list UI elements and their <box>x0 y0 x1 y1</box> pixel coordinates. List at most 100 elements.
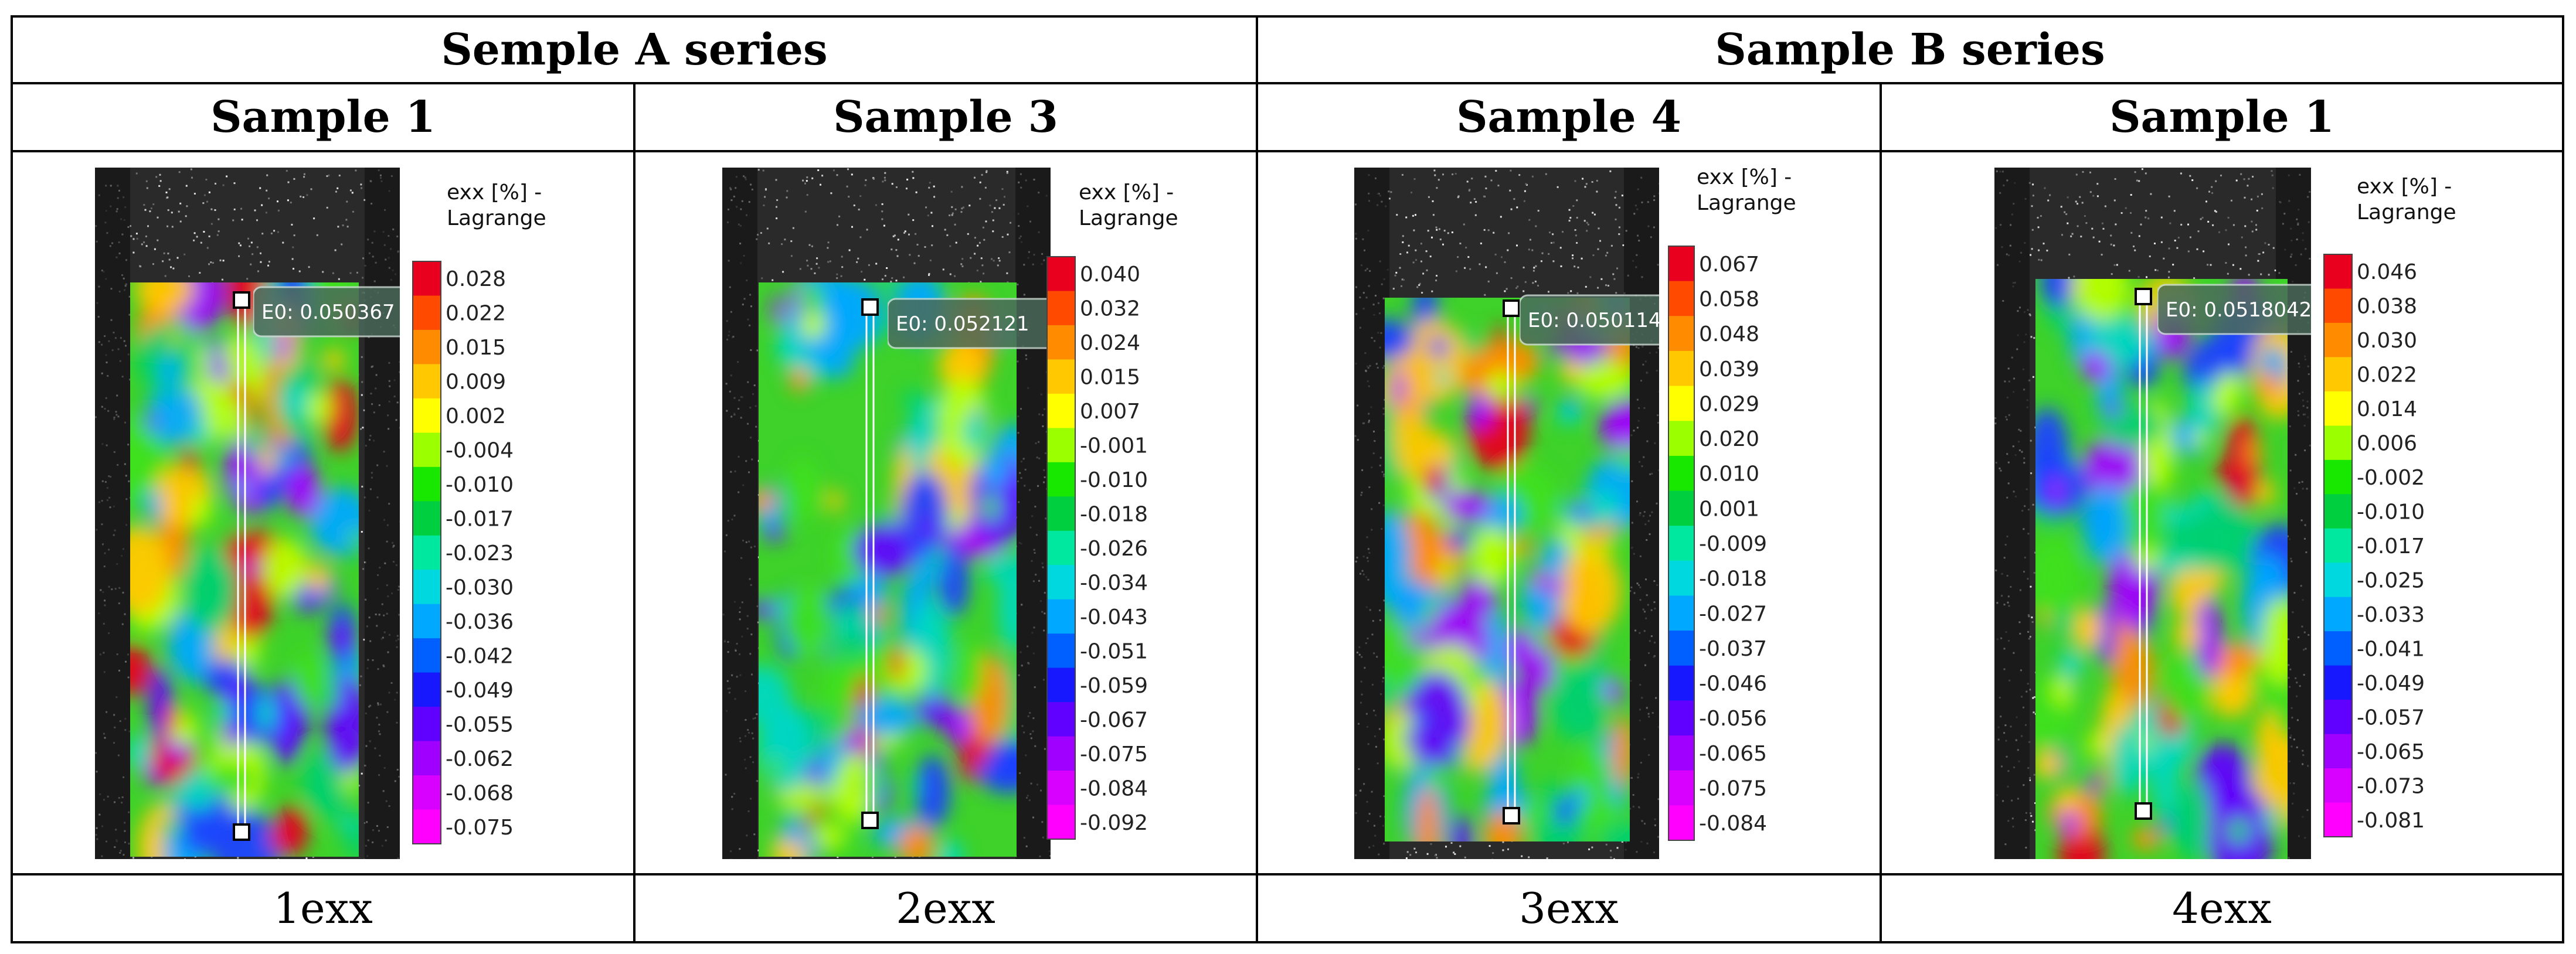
colorbar-swatch <box>2324 768 2352 803</box>
colorbar-tick-label: -0.084 <box>1699 812 1767 836</box>
colorbar-swatch <box>1047 428 1075 463</box>
colorbar-swatch <box>413 638 441 673</box>
colorbar-tick-label: -0.018 <box>1080 503 1148 527</box>
table-border-v1 <box>633 82 635 943</box>
colorbar-swatch <box>1047 257 1075 291</box>
colorbar-tick-label: -0.075 <box>446 816 514 840</box>
colorbar-tick-label: -0.049 <box>2357 672 2425 696</box>
colorbar-tick-label: -0.065 <box>1699 742 1767 766</box>
table-border-row2 <box>11 150 2564 152</box>
legend-subtitle: Lagrange <box>2357 200 2456 224</box>
colorbar-tick-label: -0.075 <box>1080 742 1148 766</box>
colorbar-swatch <box>1047 359 1075 394</box>
colorbar-tick-label: -0.059 <box>1080 674 1148 698</box>
colorbar-tick-label: -0.025 <box>2357 569 2425 593</box>
extensometer-handle-top <box>233 291 250 309</box>
colorbar <box>2323 254 2353 837</box>
e0-value: E0: 0.052121 <box>896 312 1029 336</box>
colorbar-tick-label: 0.024 <box>1080 331 1140 355</box>
strain-field <box>1385 298 1630 841</box>
colorbar-swatch <box>2324 459 2352 495</box>
colorbar-swatch <box>1047 702 1075 737</box>
colorbar-swatch <box>413 398 441 433</box>
colorbar-swatch <box>413 295 441 331</box>
strain-panel-3: E0: 0.0501143 exx [%] - Lagrange 0.067 0.058… <box>1258 152 1880 873</box>
colorbar-swatch <box>1047 667 1075 703</box>
legend-title: exx [%] - <box>447 180 542 205</box>
colorbar <box>1046 256 1076 840</box>
colorbar-swatch <box>413 741 441 776</box>
colorbar-tick-label: 0.020 <box>1699 427 1759 451</box>
colorbar-tick-label: -0.057 <box>2357 706 2425 730</box>
colorbar-swatch <box>2324 391 2352 426</box>
colorbar-swatch <box>413 501 441 536</box>
colorbar-swatch <box>2324 357 2352 392</box>
colorbar-tick-label: -0.017 <box>2357 534 2425 558</box>
colorbar-swatch <box>1047 736 1075 771</box>
table-border-top <box>11 15 2564 18</box>
colorbar-swatch <box>413 364 441 399</box>
colorbar-swatch <box>413 775 441 810</box>
caption-3: 3exx <box>1519 884 1619 933</box>
colorbar-swatch <box>2324 425 2352 461</box>
colorbar-swatch <box>413 672 441 707</box>
table-border-left <box>11 15 13 943</box>
colorbar-tick-label: -0.004 <box>446 439 514 463</box>
colorbar-tick-label: 0.038 <box>2357 295 2417 319</box>
colorbar-tick-label: 0.022 <box>446 302 506 326</box>
colorbar-swatch <box>1668 386 1694 421</box>
extensometer-handle-bottom <box>233 823 250 841</box>
colorbar-swatch <box>1668 735 1694 771</box>
colorbar-swatch <box>1047 291 1075 326</box>
table-border-v3 <box>1880 82 1882 943</box>
colorbar-swatch <box>2324 528 2352 563</box>
colorbar-tick-label: 0.022 <box>2357 363 2417 387</box>
colorbar-tick-label: 0.058 <box>1699 288 1759 312</box>
colorbar-tick-label: -0.073 <box>2357 774 2425 798</box>
colorbar-swatch <box>1047 530 1075 565</box>
colorbar-tick-label: -0.002 <box>2357 466 2425 490</box>
strain-panel-4: E0: 0.0518042 exx [%] - Lagrange 0.046 0.038… <box>1882 152 2562 873</box>
legend-subtitle: Lagrange <box>1697 191 1796 215</box>
colorbar-tick-label: -0.026 <box>1080 537 1148 561</box>
caption-1: 1exx <box>273 884 373 933</box>
colorbar-tick-label: -0.030 <box>446 576 514 600</box>
column-header-3: Sample 4 <box>1456 92 1681 142</box>
colorbar-swatch <box>413 707 441 742</box>
strain-field <box>759 282 1017 857</box>
strain-field <box>130 282 359 857</box>
colorbar-tick-label: 0.046 <box>2357 260 2417 284</box>
colorbar-tick-label: 0.028 <box>446 267 506 291</box>
legend-title: exx [%] - <box>2357 175 2452 199</box>
colorbar-tick-label: 0.007 <box>1080 400 1140 424</box>
extensometer-handle-bottom <box>2135 802 2152 820</box>
colorbar-tick-label: 0.001 <box>1699 497 1759 521</box>
colorbar-swatch <box>413 535 441 570</box>
colorbar-swatch <box>1668 631 1694 666</box>
colorbar-swatch <box>1668 560 1694 596</box>
caption-2: 2exx <box>896 884 995 933</box>
colorbar-tick-label: -0.081 <box>2357 809 2425 833</box>
colorbar-swatch <box>2324 288 2352 323</box>
group-header-b: Sample B series <box>1715 25 2105 75</box>
group-header-a: Semple A series <box>441 25 828 75</box>
colorbar <box>1668 246 1695 841</box>
colorbar-tick-label: -0.055 <box>446 713 514 737</box>
colorbar-swatch <box>1668 246 1694 282</box>
colorbar-tick-label: 0.015 <box>446 336 506 360</box>
colorbar-swatch <box>2324 700 2352 735</box>
colorbar-tick-label: 0.032 <box>1080 297 1140 321</box>
colorbar-tick-label: 0.010 <box>1699 462 1759 486</box>
e0-callout: E0: 0.050367 <box>253 286 400 338</box>
e0-callout: E0: 0.0518042 <box>2157 284 2311 335</box>
colorbar-tick-label: -0.084 <box>1080 776 1148 800</box>
colorbar-tick-label: 0.040 <box>1080 263 1140 287</box>
colorbar-tick-label: 0.030 <box>2357 329 2417 353</box>
colorbar-tick-label: -0.010 <box>446 473 514 497</box>
colorbar-swatch <box>1668 665 1694 701</box>
extensometer-handle-bottom <box>861 812 879 829</box>
colorbar-tick-label: 0.029 <box>1699 392 1759 416</box>
colorbar-swatch <box>1047 633 1075 669</box>
colorbar-tick-label: -0.001 <box>1080 434 1148 458</box>
legend-subtitle: Lagrange <box>447 206 546 230</box>
